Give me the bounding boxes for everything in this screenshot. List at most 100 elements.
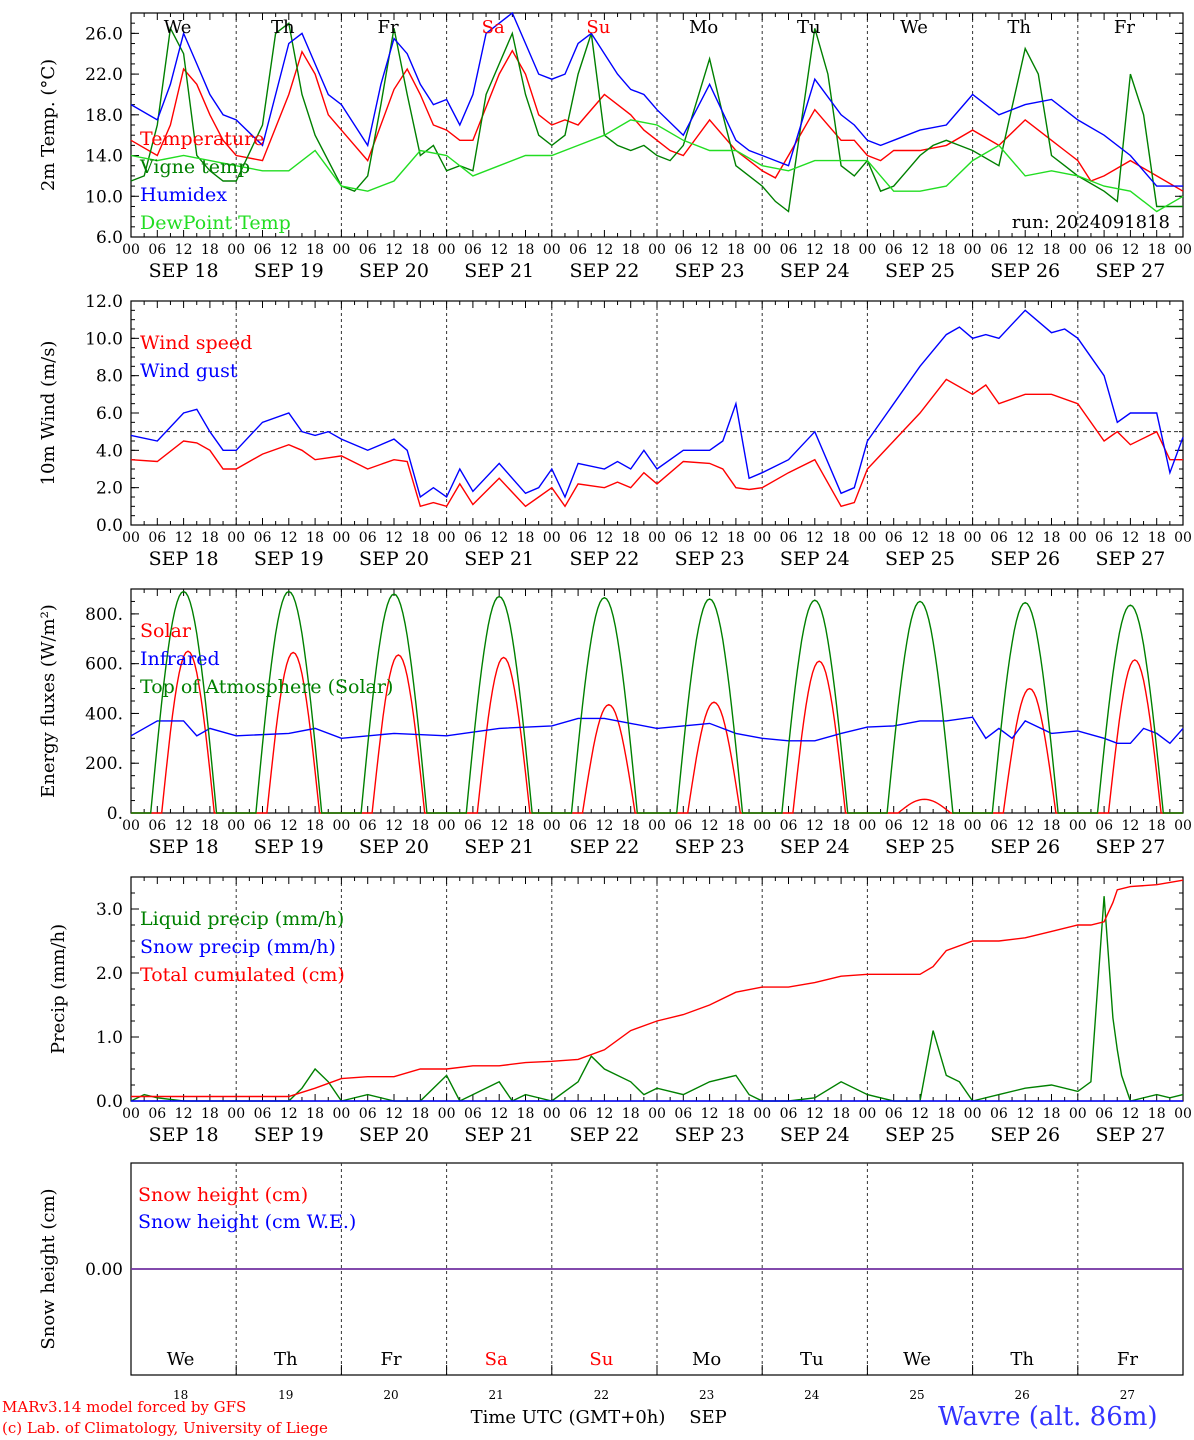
- y-axis-title: Energy fluxes (W/m²): [38, 604, 59, 798]
- x-hour-label: 00: [1069, 1106, 1087, 1122]
- x-hour-label: 00: [1069, 818, 1087, 834]
- x-hour-label: 00: [227, 818, 245, 834]
- x-hour-label: 00: [227, 530, 245, 546]
- x-hour-label: 12: [175, 530, 193, 546]
- day-number-label: 19: [278, 1388, 293, 1402]
- weekday-label: We: [167, 1349, 195, 1370]
- y-tick-label: 0.0: [96, 516, 123, 536]
- x-hour-label: 06: [1095, 818, 1113, 834]
- day-number-label: 20: [383, 1388, 398, 1402]
- weekday-label: We: [903, 1349, 931, 1370]
- x-hour-label: 12: [385, 1106, 403, 1122]
- x-hour-label: 06: [254, 530, 272, 546]
- x-hour-label: 18: [201, 242, 219, 258]
- x-hour-label: 06: [1095, 530, 1113, 546]
- x-hour-label: 18: [411, 818, 429, 834]
- y-tick-label: 8.0: [96, 367, 123, 387]
- x-hour-label: 12: [1016, 530, 1034, 546]
- x-date-label: SEP 19: [254, 548, 324, 570]
- x-date-label: SEP 25: [885, 548, 955, 570]
- x-hour-label: 06: [1095, 1106, 1113, 1122]
- x-date-label: SEP 18: [149, 1124, 219, 1146]
- x-hour-label: 18: [937, 818, 955, 834]
- x-date-label: SEP 26: [990, 548, 1060, 570]
- x-hour-label: 00: [964, 242, 982, 258]
- x-hour-label: 12: [175, 1106, 193, 1122]
- series-line-wind-gust: [130, 309, 1184, 499]
- x-hour-label: 12: [911, 818, 929, 834]
- x-hour-label: 06: [990, 530, 1008, 546]
- series-line-top-of-atmosphere-solar-: [131, 590, 1183, 814]
- x-hour-label: 18: [201, 818, 219, 834]
- series-line-dewpoint-temp: [130, 119, 1184, 213]
- day-number-label: 24: [804, 1388, 820, 1402]
- x-hour-label: 12: [385, 818, 403, 834]
- x-hour-label: 12: [175, 242, 193, 258]
- x-hour-label: 00: [648, 1106, 666, 1122]
- day-number-label: 23: [699, 1388, 714, 1402]
- x-hour-label: 18: [832, 242, 850, 258]
- x-hour-label: 00: [1174, 1106, 1192, 1122]
- x-hour-label: 12: [1016, 1106, 1034, 1122]
- y-tick-label: 0.0: [96, 1092, 123, 1112]
- x-hour-label: 18: [1043, 1106, 1061, 1122]
- x-hour-label: 18: [937, 1106, 955, 1122]
- legend-entry: Top of Atmosphere (Solar): [140, 676, 393, 698]
- legend-entry: Humidex: [140, 184, 227, 206]
- x-date-label: SEP 21: [464, 836, 534, 858]
- x-hour-label: 18: [1148, 1106, 1166, 1122]
- x-hour-label: 18: [411, 242, 429, 258]
- x-hour-label: 12: [1121, 242, 1139, 258]
- weekday-label: Th: [1010, 1349, 1034, 1370]
- legend-entry: Snow height (cm): [138, 1184, 308, 1206]
- x-hour-label: 00: [543, 818, 561, 834]
- series-line-liquid-precip-mm-h-: [130, 896, 1184, 1102]
- x-hour-label: 06: [1095, 242, 1113, 258]
- plot-frame-energy: [130, 588, 1184, 814]
- model-credit-line2: (c) Lab. of Climatology, University of L…: [2, 1419, 328, 1437]
- y-tick-label: 4.0: [96, 441, 123, 461]
- x-hour-label: 00: [332, 530, 350, 546]
- x-hour-label: 00: [543, 1106, 561, 1122]
- x-date-label: SEP 23: [675, 260, 745, 282]
- x-date-label: SEP 21: [464, 548, 534, 570]
- x-axis-title: Time UTC (GMT+0h): [471, 1407, 666, 1428]
- x-hour-label: 00: [858, 1106, 876, 1122]
- x-hour-label: 12: [385, 242, 403, 258]
- y-tick-label: 400.: [85, 704, 123, 724]
- x-hour-label: 00: [648, 818, 666, 834]
- x-hour-label: 18: [1043, 530, 1061, 546]
- x-hour-label: 00: [438, 1106, 456, 1122]
- y-tick-label: 0.: [107, 804, 123, 824]
- x-hour-label: 06: [674, 530, 692, 546]
- x-hour-label: 12: [490, 1106, 508, 1122]
- x-hour-label: 18: [306, 1106, 324, 1122]
- x-date-label: SEP 27: [1095, 1124, 1165, 1146]
- x-hour-label: 06: [254, 818, 272, 834]
- x-hour-label: 06: [885, 1106, 903, 1122]
- weekday-label: Th: [271, 17, 295, 38]
- y-tick-label: 18.0: [85, 106, 123, 126]
- x-hour-label: 12: [911, 530, 929, 546]
- x-hour-label: 00: [543, 530, 561, 546]
- x-hour-label: 06: [148, 818, 166, 834]
- x-hour-label: 18: [622, 242, 640, 258]
- x-date-label: SEP 19: [254, 1124, 324, 1146]
- x-hour-label: 00: [964, 530, 982, 546]
- x-hour-label: 12: [280, 530, 298, 546]
- x-hour-label: 12: [280, 242, 298, 258]
- day-number-label: 26: [1015, 1388, 1030, 1402]
- y-axis-title: 2m Temp. (°C): [38, 59, 59, 191]
- x-hour-label: 18: [306, 818, 324, 834]
- x-hour-label: 00: [438, 242, 456, 258]
- y-axis-title: 10m Wind (m/s): [38, 341, 59, 486]
- x-hour-label: 06: [464, 1106, 482, 1122]
- y-axis-title: Precip (mm/h): [48, 924, 69, 1054]
- x-hour-label: 18: [622, 818, 640, 834]
- series-line-humidex: [130, 11, 1183, 187]
- x-hour-label: 00: [1174, 818, 1192, 834]
- x-hour-label: 18: [411, 1106, 429, 1122]
- weekday-label: Su: [589, 1349, 613, 1370]
- x-hour-label: 18: [1043, 242, 1061, 258]
- x-date-label: SEP 19: [254, 260, 324, 282]
